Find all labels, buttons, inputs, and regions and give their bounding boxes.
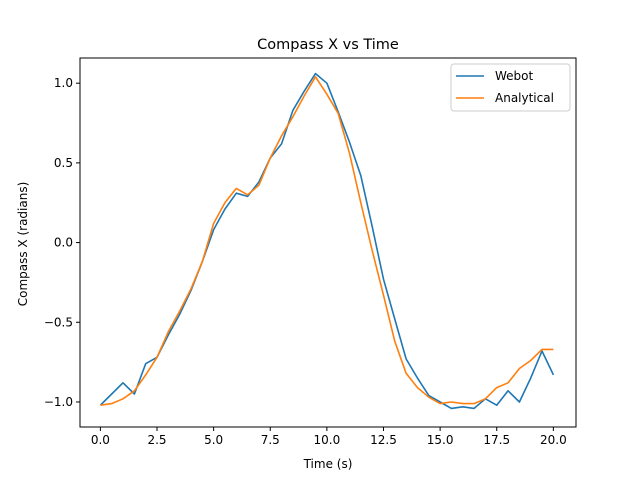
y-tick-label: −0.5: [44, 315, 73, 329]
series-layer: [99, 72, 555, 410]
chart-title: Compass X vs Time: [257, 37, 399, 53]
y-tick-label: 0.0: [54, 236, 73, 250]
x-tick-label: 2.5: [147, 433, 166, 447]
x-tick-label: 20.0: [540, 433, 567, 447]
legend-label-webot: Webot: [495, 69, 534, 83]
legend: Webot Analytical: [450, 63, 571, 112]
plot-area-frame: [79, 57, 577, 428]
y-tick-label: 1.0: [54, 76, 73, 90]
y-tick-label: −1.0: [44, 395, 73, 409]
x-tick-label: 17.5: [483, 433, 510, 447]
x-axis: 0.0 2.5 5.0 7.5 10.0 12.5 15.0 17.5 20.0: [91, 427, 567, 447]
y-tick-label: 0.5: [54, 156, 73, 170]
x-axis-label: Time (s): [303, 457, 353, 471]
x-tick-label: 10.0: [314, 433, 341, 447]
y-axis: −1.0 −0.5 0.0 0.5 1.0: [44, 76, 80, 409]
series-line-webot: [99, 72, 555, 410]
x-tick-label: 0.0: [91, 433, 110, 447]
x-tick-label: 15.0: [427, 433, 454, 447]
x-tick-label: 5.0: [204, 433, 223, 447]
x-tick-label: 7.5: [261, 433, 280, 447]
series-line-analytical: [100, 76, 554, 406]
legend-label-analytical: Analytical: [495, 91, 554, 105]
y-axis-label: Compass X (radians): [16, 182, 30, 307]
x-tick-label: 12.5: [370, 433, 397, 447]
